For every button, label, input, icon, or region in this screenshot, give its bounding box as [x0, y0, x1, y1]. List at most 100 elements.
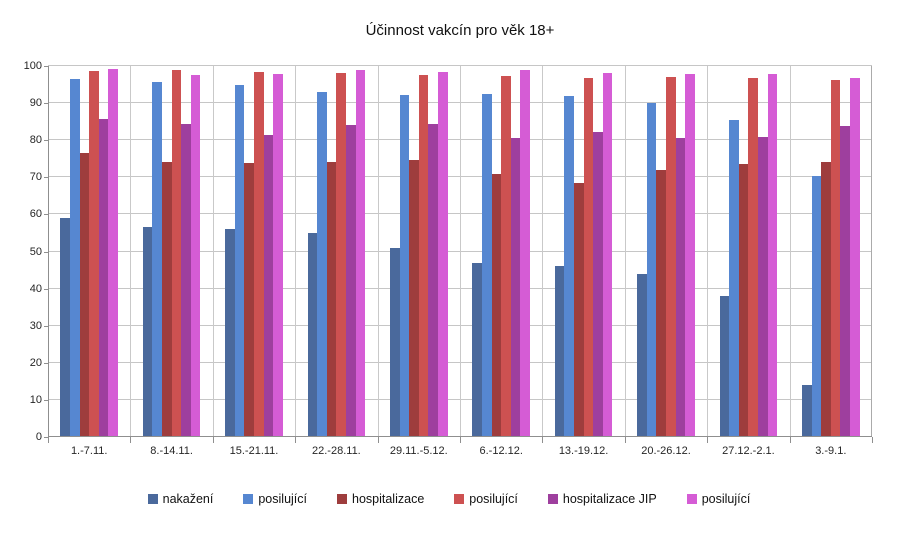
x-axis-labels: 1.-7.11. 8.-14.11. 15.-21.11. 22.-28.11. 29.… [48, 445, 872, 461]
bar-posilující [336, 73, 346, 437]
bar-posilující [830, 80, 841, 437]
y-tick-label: 10 [29, 393, 42, 406]
x-tick-label: 22.-28.11. [312, 445, 361, 457]
bar-hospitalizace [244, 163, 254, 437]
bar-posilující [355, 69, 366, 437]
bar-posilující [273, 74, 283, 437]
v-gridline [707, 66, 709, 437]
bar-hospitalizace-jip [98, 119, 109, 437]
bar-posilující [685, 74, 695, 437]
x-axis-tick [212, 437, 214, 443]
x-tick-label: 1.-7.11. [70, 445, 108, 457]
bar-posilující [850, 77, 860, 437]
bar-posilující [583, 77, 594, 437]
bar-nakažení [142, 227, 153, 437]
x-axis-line [48, 436, 872, 437]
x-axis-tick [789, 437, 791, 443]
legend-swatch-icon [547, 494, 558, 504]
y-axis-tick [44, 103, 48, 105]
y-axis-tick [44, 288, 48, 290]
legend-label: nakažení [162, 492, 214, 506]
v-gridline [212, 66, 214, 437]
y-tick-label: 80 [29, 134, 42, 147]
bar-nakažení [554, 266, 565, 437]
v-gridline [377, 66, 379, 437]
bar-hospitalizace [161, 161, 172, 437]
bar-posilující [108, 68, 119, 437]
v-gridline [130, 66, 132, 437]
bar-nakažení [60, 218, 70, 437]
legend-swatch-icon [337, 494, 347, 504]
bar-posilující [481, 94, 492, 437]
legend-item: hospitalizace JIP [547, 492, 657, 506]
y-tick-label: 40 [29, 282, 42, 295]
bar-posilující [767, 73, 778, 437]
v-gridline [789, 66, 791, 437]
bar-posilující [171, 70, 182, 437]
bar-hospitalizace [409, 159, 419, 437]
y-axis-line [48, 66, 49, 437]
legend-swatch-icon [243, 494, 254, 504]
v-gridline [542, 66, 544, 437]
y-axis-tick [44, 399, 48, 401]
h-gridline [48, 65, 872, 66]
x-axis-tick [707, 437, 709, 443]
y-axis-tick [44, 325, 48, 327]
legend-item: posilující [454, 492, 518, 506]
legend-swatch-icon [686, 494, 697, 504]
bar-hospitalizace [79, 152, 90, 437]
bar-posilující [234, 84, 245, 437]
x-tick-label: 27.12.-2.1. [722, 445, 775, 457]
bar-hospitalizace-jip [181, 124, 191, 437]
plot-area [48, 65, 872, 437]
bar-posilující [602, 73, 613, 437]
y-tick-label: 50 [29, 245, 42, 258]
y-axis-tick [44, 140, 48, 142]
bar-hospitalizace [573, 183, 584, 437]
bar-posilující [152, 81, 162, 437]
y-tick-label: 70 [29, 171, 42, 184]
bar-nakažení [719, 296, 730, 437]
bar-nakažení [801, 385, 812, 437]
plot-right-border [871, 66, 872, 437]
bar-posilující [317, 91, 327, 437]
bar-posilující [666, 76, 676, 437]
x-axis-tick [872, 437, 873, 443]
bar-hospitalizace [821, 162, 831, 437]
bar-hospitalizace [656, 169, 666, 437]
legend-label: hospitalizace [352, 492, 425, 506]
bar-posilující [399, 94, 410, 437]
bar-posilující [501, 75, 511, 437]
x-tick-label: 15.-21.11. [229, 445, 279, 457]
bar-nakažení [307, 232, 318, 437]
bar-hospitalizace-jip [263, 134, 274, 437]
y-axis-tick [44, 177, 48, 179]
bar-hospitalizace [491, 173, 502, 437]
legend-item: nakažení [147, 492, 214, 506]
bar-hospitalizace-jip [675, 137, 686, 437]
bar-posilující [520, 69, 531, 437]
bar-hospitalizace [326, 161, 337, 437]
legend-item: hospitalizace [337, 492, 424, 506]
chart-legend: nakažení posilující hospitalizace posilujíc… [0, 492, 898, 506]
y-tick-label: 30 [29, 319, 42, 332]
bar-posilující [729, 119, 739, 437]
bar-hospitalizace-jip [593, 131, 603, 437]
x-axis-tick [624, 437, 626, 443]
x-tick-label: 8.-14.11. [150, 445, 193, 457]
x-axis-tick [48, 437, 49, 443]
bar-nakažení [472, 262, 482, 437]
legend-label: posilující [701, 492, 751, 506]
bar-nakažení [225, 229, 235, 437]
legend-label: hospitalizace JIP [562, 492, 657, 506]
legend-swatch-icon [454, 494, 465, 504]
y-tick-label: 0 [35, 431, 42, 443]
x-axis-tick [295, 437, 297, 443]
y-tick-label: 100 [23, 60, 42, 72]
y-axis-tick [44, 66, 48, 67]
x-axis-tick [377, 437, 379, 443]
bar-posilující [748, 77, 758, 437]
chart-title: Účinnost vakcín pro věk 18+ [365, 22, 555, 39]
bar-posilující [89, 71, 99, 437]
